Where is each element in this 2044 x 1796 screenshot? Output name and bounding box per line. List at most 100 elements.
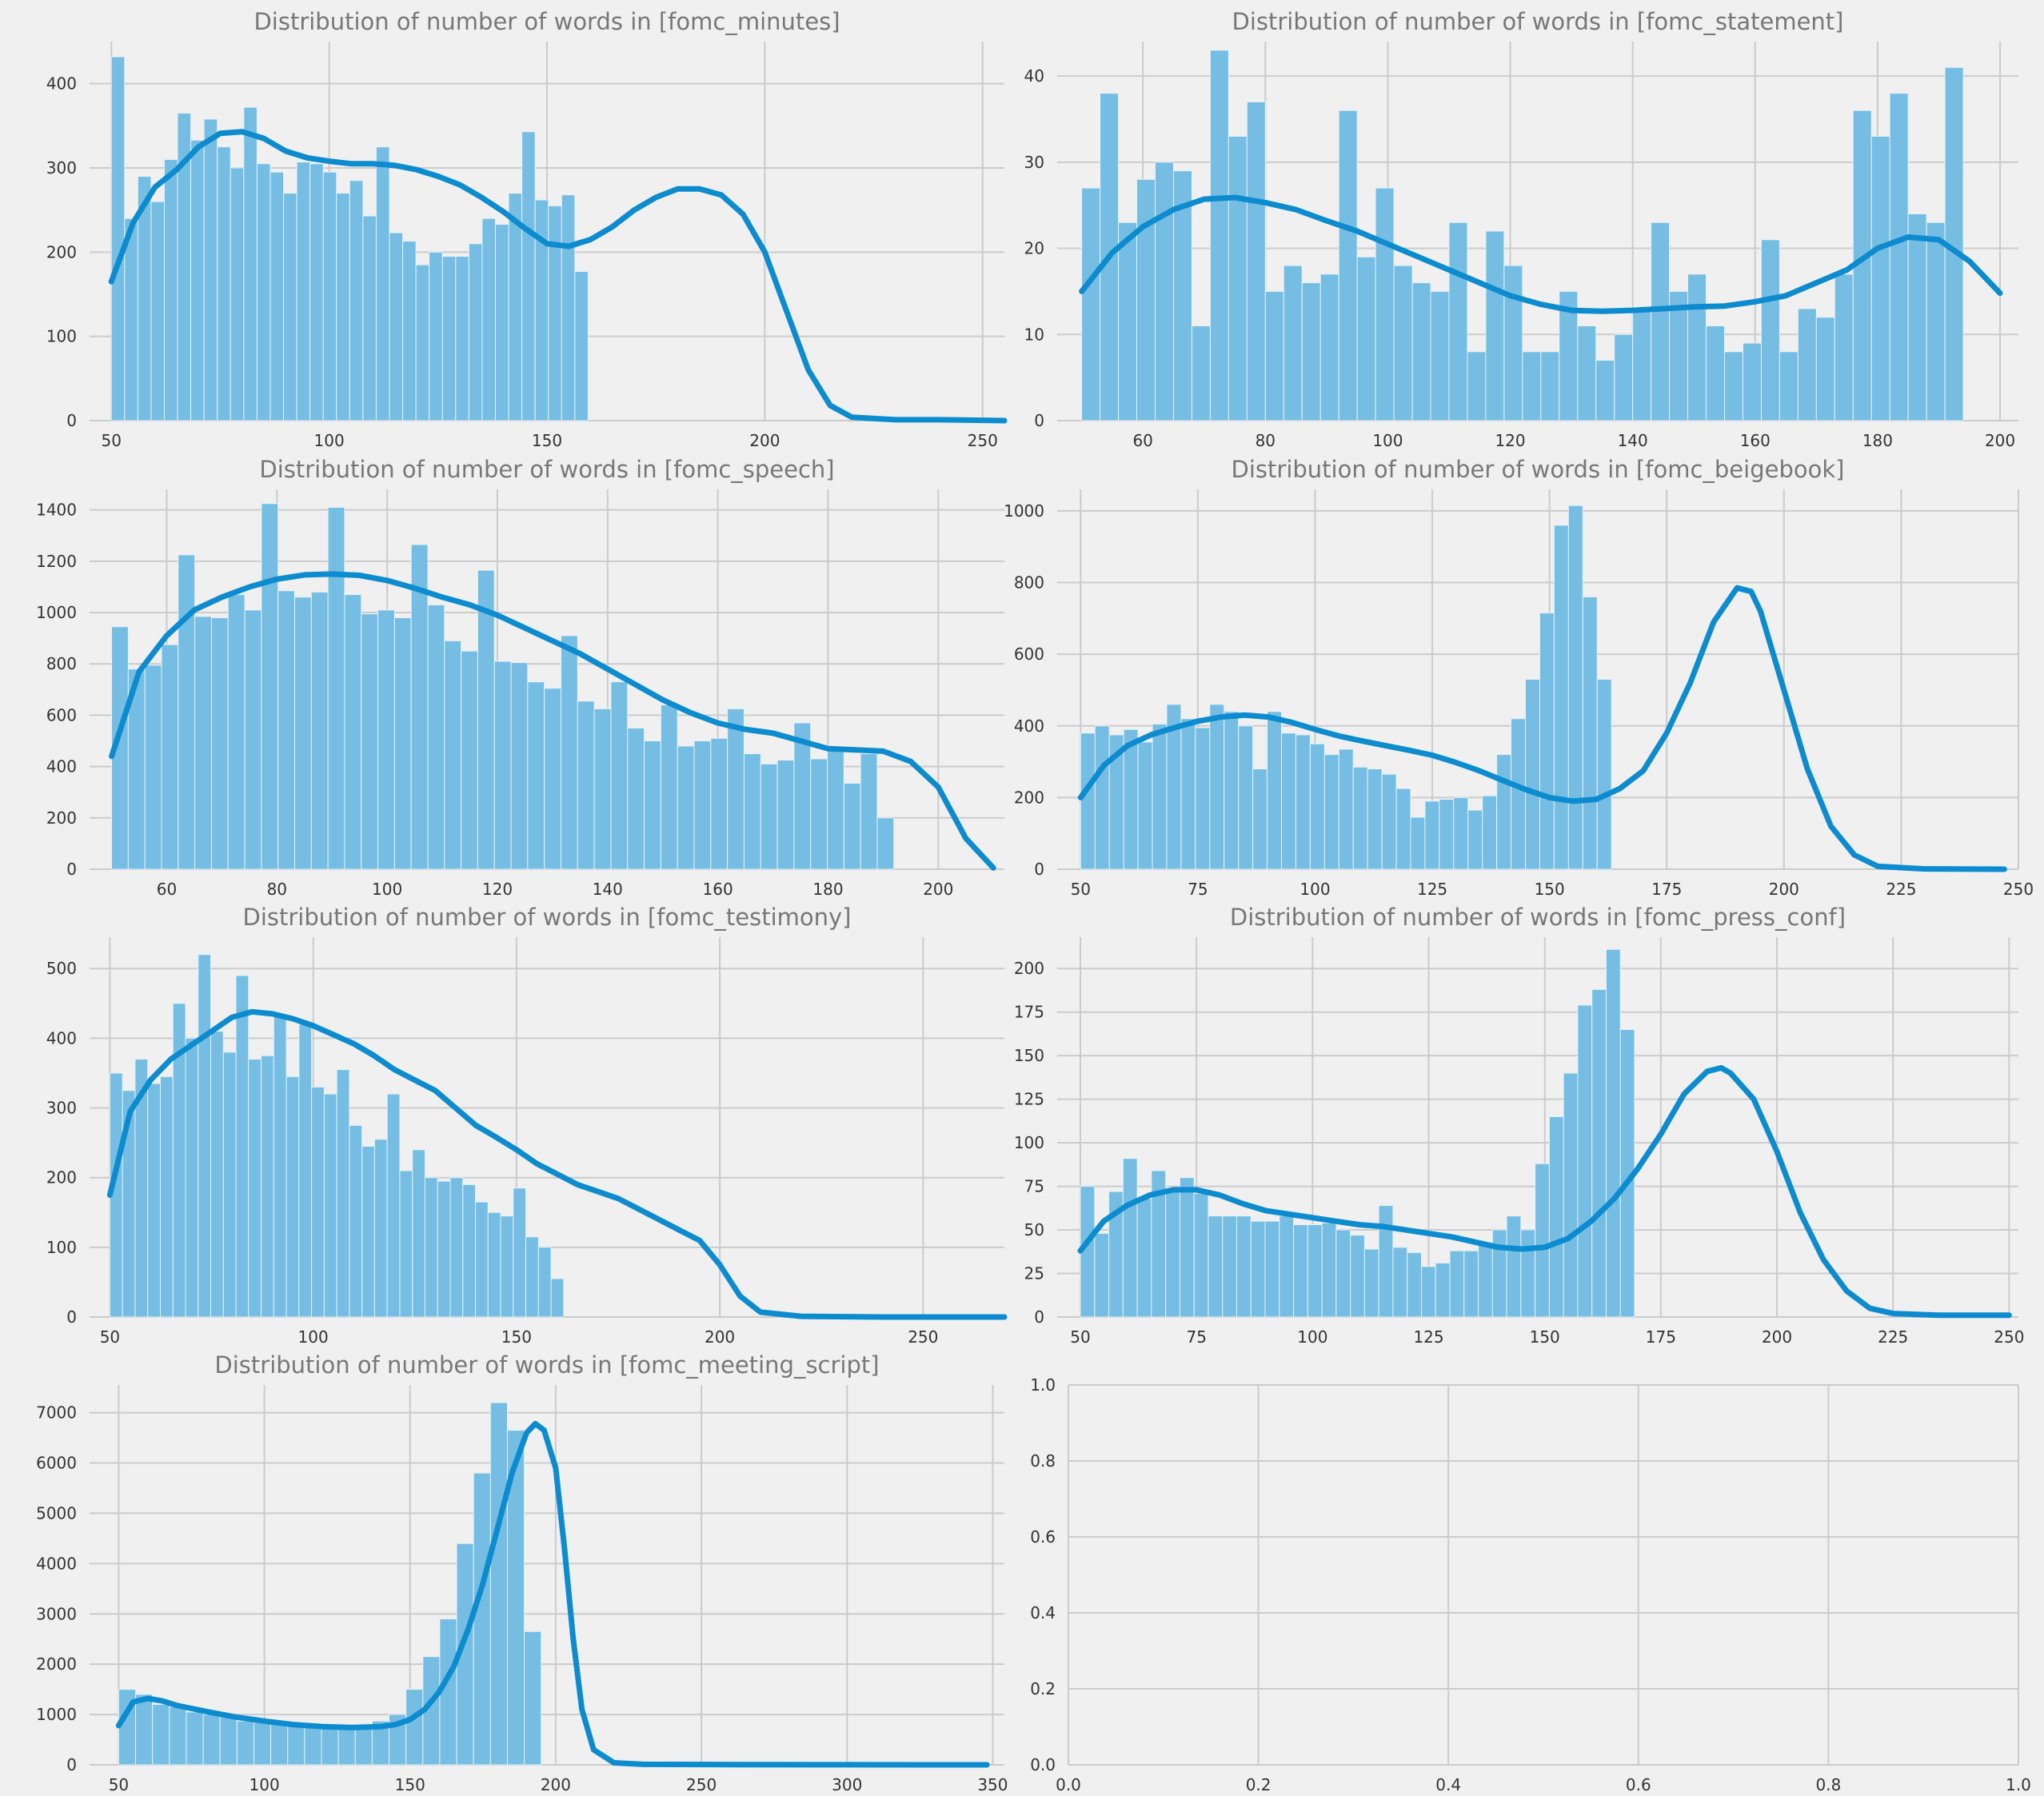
histogram-bar <box>534 199 549 421</box>
y-tick-label: 3000 <box>36 1604 77 1623</box>
histogram-bar <box>1889 93 1909 421</box>
x-tick-label: 50 <box>109 1775 129 1794</box>
y-tick-label: 100 <box>46 1238 77 1257</box>
histogram-bar <box>1252 768 1268 870</box>
x-tick-label: 250 <box>2003 880 2034 899</box>
histogram-bar <box>321 1726 339 1766</box>
histogram-bar <box>399 1170 413 1318</box>
histogram-bar <box>1165 1189 1180 1318</box>
histogram-bar <box>253 1722 272 1766</box>
histogram-bar <box>660 704 678 870</box>
y-tick-label: 200 <box>46 242 77 261</box>
histogram-bar <box>152 1704 170 1766</box>
x-tick-label: 180 <box>1862 431 1893 450</box>
histogram-bar <box>1301 282 1321 421</box>
subplot-title: Distribution of number of words in [fomc… <box>243 904 852 931</box>
histogram-bar <box>236 1720 254 1766</box>
subplot-title: Distribution of number of words in [fomc… <box>1230 904 1846 931</box>
histogram-bar <box>310 591 329 870</box>
subplot-title: Distribution of number of words in [fomc… <box>214 1351 879 1379</box>
histogram-bar <box>1180 718 1196 870</box>
histogram-bar <box>1448 222 1468 421</box>
kde-line <box>115 1420 990 1768</box>
histogram-bar <box>462 1183 477 1318</box>
histogram-bar <box>610 681 629 870</box>
histogram-bar <box>159 1076 174 1318</box>
histogram-bar <box>1724 351 1743 421</box>
histogram-bar <box>727 708 745 870</box>
x-tick-label: 60 <box>157 880 177 899</box>
subplot-6: 50 75 100 125 150 175 200 225 250 0 25 50 75 100 125 15… <box>1014 904 2025 1347</box>
histogram-bar <box>1321 1222 1337 1318</box>
y-tick-label: 4000 <box>36 1554 77 1573</box>
histogram-bar <box>1535 1163 1550 1318</box>
y-tick-label: 0 <box>66 860 77 879</box>
y-tick-label: 1000 <box>36 603 77 622</box>
histogram-bar <box>1179 1177 1195 1318</box>
histogram-bar <box>202 1714 221 1766</box>
histogram-bar <box>1136 1198 1152 1318</box>
x-tick-label: 350 <box>977 1775 1008 1794</box>
histogram-bar <box>298 1024 313 1318</box>
histogram-bar <box>1350 1235 1365 1318</box>
histogram-bar <box>1356 256 1376 421</box>
x-tick-label: 125 <box>1417 880 1447 899</box>
y-tick-label: 0.4 <box>1030 1603 1056 1622</box>
y-tick-label: 0 <box>1034 1307 1044 1327</box>
y-tick-label: 10 <box>1024 325 1044 344</box>
y-tick-label: 200 <box>46 808 77 828</box>
histogram-bar <box>185 1037 199 1318</box>
histogram-bar <box>1467 809 1483 870</box>
histogram-bar <box>550 1278 565 1318</box>
x-tick-label: 0.2 <box>1246 1775 1272 1794</box>
histogram-bar <box>1496 754 1512 870</box>
histogram-bar <box>1172 170 1192 421</box>
histogram-bar <box>1281 732 1296 870</box>
histogram-bar <box>461 650 478 870</box>
kde-line <box>1077 585 2007 872</box>
histogram-bar <box>493 661 512 870</box>
histogram-bar <box>1742 342 1762 421</box>
histogram-bar <box>1435 1262 1451 1318</box>
histogram-bar <box>1411 282 1431 421</box>
histogram-bar <box>402 241 417 421</box>
histogram-bar <box>1596 679 1612 870</box>
histogram-bar <box>1081 187 1101 421</box>
histogram-bar <box>135 1694 154 1766</box>
histogram-bar <box>1193 1192 1209 1318</box>
histogram-bar <box>1338 748 1354 870</box>
histogram-bar <box>760 763 778 870</box>
histogram-bar <box>198 954 212 1318</box>
y-tick-label: 400 <box>46 74 77 94</box>
histogram-bar <box>1250 1220 1266 1318</box>
histogram-bar <box>1136 178 1156 421</box>
x-tick-label: 80 <box>267 880 287 899</box>
histogram-bar <box>506 1430 525 1766</box>
x-tick-label: 100 <box>372 880 402 899</box>
y-tick-label: 200 <box>1014 788 1044 807</box>
histogram-bar <box>235 975 250 1318</box>
subplot-title: Distribution of number of words in [fomc… <box>1232 8 1844 35</box>
y-tick-label: 600 <box>1014 645 1044 664</box>
histogram-bar <box>362 215 377 421</box>
y-tick-label: 75 <box>1024 1177 1044 1196</box>
histogram-bar <box>386 1093 401 1318</box>
histogram-bar <box>1539 613 1555 870</box>
subplot-title: Distribution of number of words in [fomc… <box>1232 456 1845 483</box>
x-tick-label: 60 <box>1132 431 1152 450</box>
histogram-bar <box>1236 1215 1252 1318</box>
histogram-bar <box>524 1630 542 1766</box>
y-tick-label: 0 <box>1034 411 1044 430</box>
x-tick-label: 125 <box>1413 1327 1443 1347</box>
histogram-bar <box>1760 239 1780 421</box>
histogram-bar <box>1540 351 1560 421</box>
histogram-bar <box>1267 711 1283 870</box>
histogram-bar <box>525 1236 539 1318</box>
histogram-bar <box>1191 325 1211 421</box>
x-tick-label: 300 <box>832 1775 862 1794</box>
y-tick-label: 100 <box>46 327 77 346</box>
histogram-bar <box>429 251 443 421</box>
histogram-bar <box>124 218 138 421</box>
y-tick-label: 150 <box>1014 1046 1044 1065</box>
x-tick-label: 100 <box>250 1775 280 1794</box>
